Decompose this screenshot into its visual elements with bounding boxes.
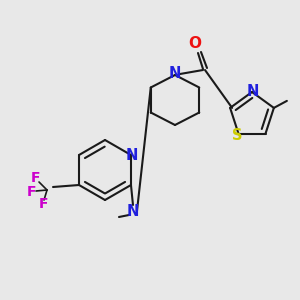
Text: S: S	[232, 128, 243, 143]
Text: N: N	[247, 83, 259, 98]
Text: O: O	[188, 37, 202, 52]
Text: N: N	[169, 67, 181, 82]
Text: F: F	[26, 185, 36, 199]
Text: F: F	[30, 171, 40, 185]
Text: F: F	[38, 197, 48, 211]
Text: N: N	[127, 203, 139, 218]
Text: N: N	[126, 148, 138, 163]
